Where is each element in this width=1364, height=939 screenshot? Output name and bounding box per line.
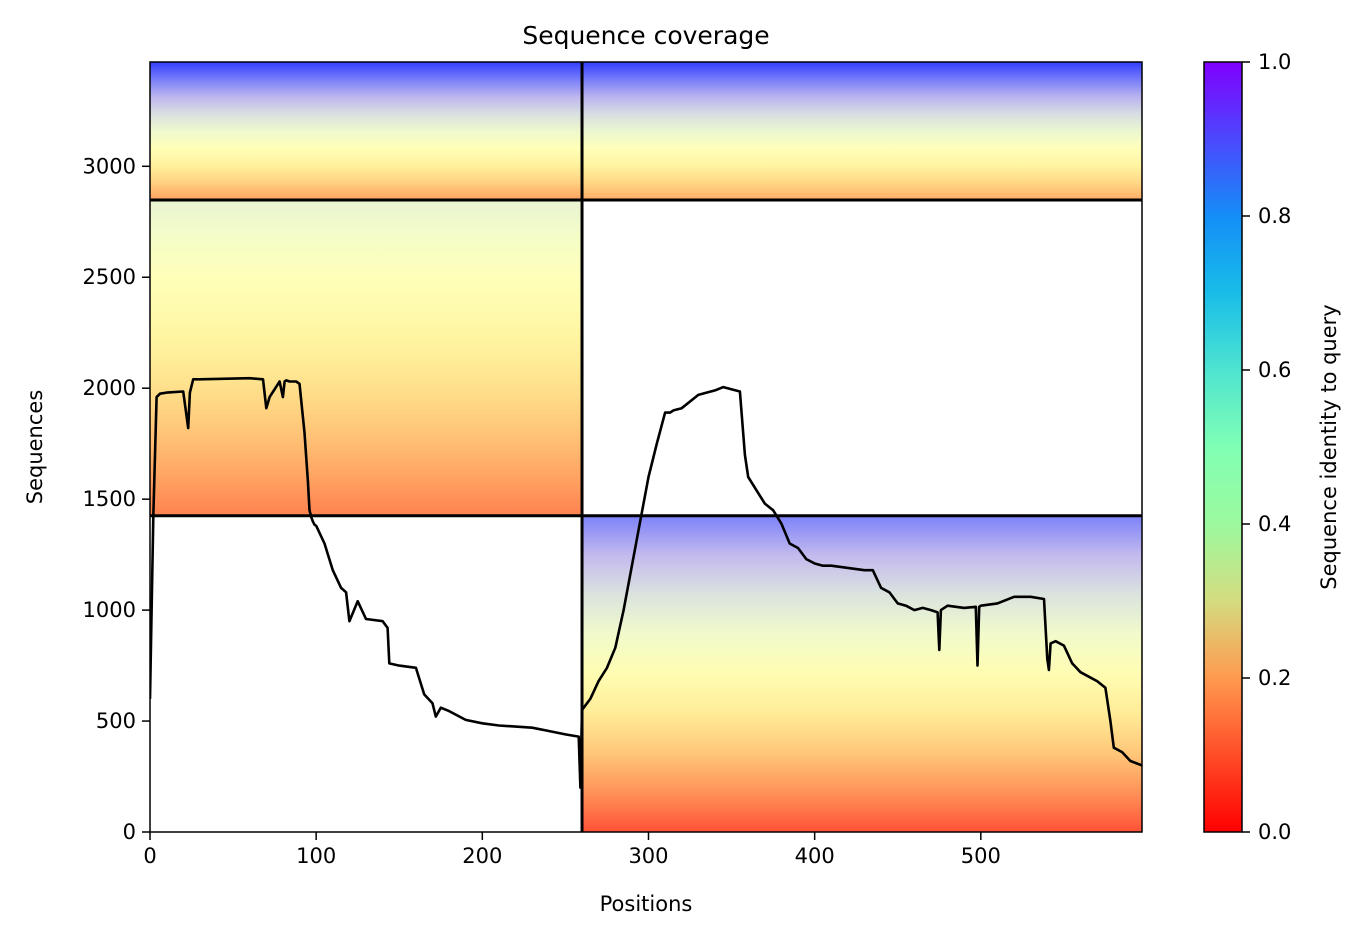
x-tick-label: 0 — [143, 844, 156, 868]
x-axis-label: Positions — [600, 892, 693, 916]
coverage-block — [582, 62, 1142, 201]
x-tick-label: 400 — [795, 844, 835, 868]
y-tick-label: 500 — [96, 709, 136, 733]
domain-boundaries — [150, 62, 1142, 832]
colorbar — [1203, 61, 1243, 833]
y-axis-label: Sequences — [23, 390, 47, 505]
y-tick-label: 0 — [123, 820, 136, 844]
colorbar-tick-label: 1.0 — [1258, 50, 1291, 74]
x-tick-label: 300 — [628, 844, 668, 868]
y-tick-label: 1000 — [83, 598, 136, 622]
coverage-line-group — [150, 376, 1142, 789]
y-tick-label: 2500 — [83, 265, 136, 289]
colorbar-tick-label: 0.2 — [1258, 666, 1291, 690]
y-tick-label: 2000 — [83, 376, 136, 400]
plot-frame — [149, 61, 1143, 833]
chart-title: Sequence coverage — [522, 21, 769, 50]
x-axis-ticks: 0 100 200 300 400 500 — [143, 832, 1001, 868]
colorbar-tick-label: 0.4 — [1258, 512, 1291, 536]
x-tick-label: 500 — [961, 844, 1001, 868]
colorbar-tick-label: 0.6 — [1258, 358, 1291, 382]
x-tick-label: 100 — [296, 844, 336, 868]
x-tick-label: 200 — [462, 844, 502, 868]
heatmap-blocks — [150, 62, 1142, 832]
coverage-block — [150, 200, 583, 516]
colorbar-tick-label: 0.0 — [1258, 820, 1291, 844]
y-axis-ticks: 0 500 1000 1500 2000 2500 3000 — [83, 154, 150, 844]
colorbar-label: Sequence identity to query — [1317, 304, 1341, 589]
coverage-line — [150, 376, 1142, 789]
colorbar-ticks: 0.0 0.2 0.4 0.6 0.8 1.0 — [1242, 50, 1291, 844]
y-tick-label: 3000 — [83, 154, 136, 178]
coverage-block — [582, 515, 1142, 832]
coverage-block — [150, 62, 583, 201]
colorbar-tick-label: 0.8 — [1258, 204, 1291, 228]
y-tick-label: 1500 — [83, 487, 136, 511]
